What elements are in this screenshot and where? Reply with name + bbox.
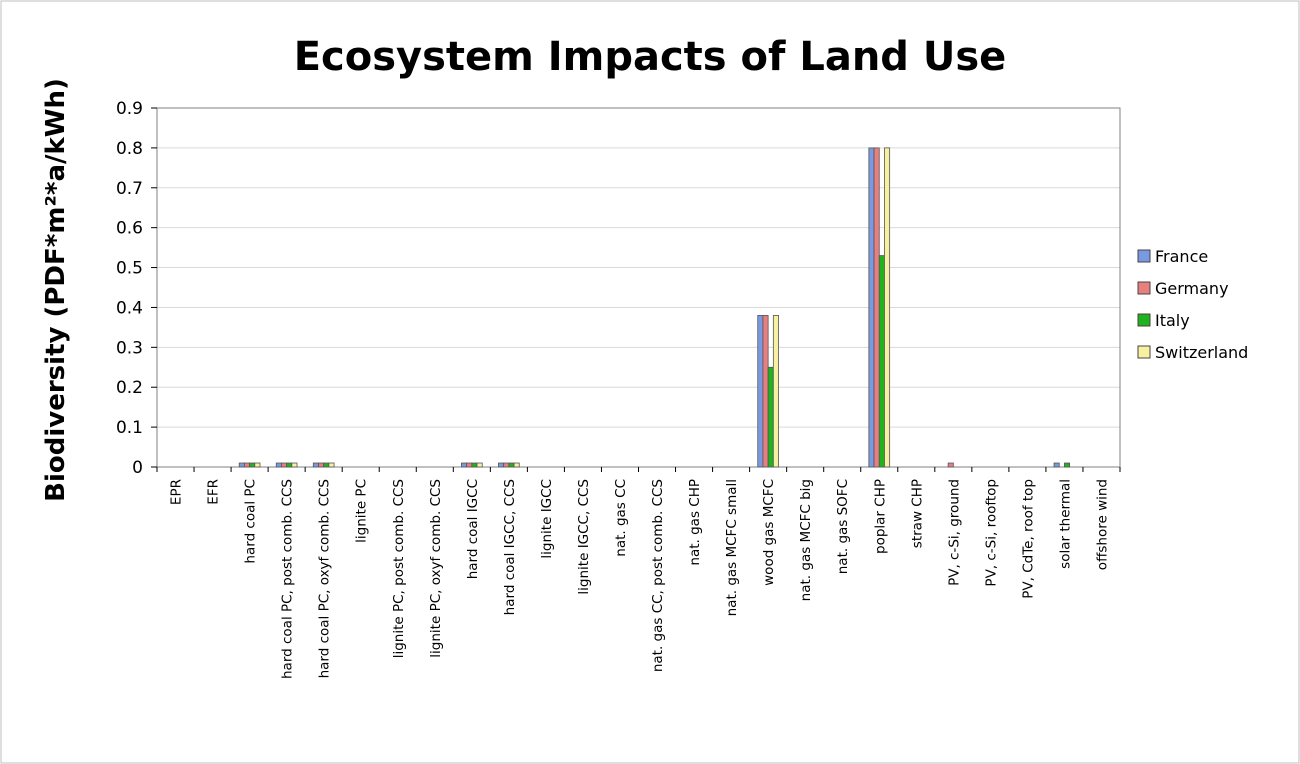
y-tick-label: 0.8 bbox=[116, 139, 143, 159]
bar-france-3 bbox=[275, 462, 282, 468]
legend-label-italy: Italy bbox=[1155, 311, 1190, 330]
bar-france-4 bbox=[312, 462, 319, 468]
bar-germany-19 bbox=[873, 147, 880, 468]
bar-italy-8 bbox=[471, 462, 478, 468]
x-tick-label: PV, c-Si, ground bbox=[946, 479, 962, 586]
x-tick-label: nat. gas CC, post comb. CCS bbox=[650, 479, 666, 672]
y-tick-label: 0.4 bbox=[116, 298, 143, 318]
x-tick-label: solar thermal bbox=[1057, 479, 1073, 569]
bar-switzerland-3 bbox=[291, 462, 298, 468]
x-tick-label: nat. gas MCFC big bbox=[798, 479, 814, 601]
x-tick-label: lignite IGCC, CCS bbox=[576, 479, 592, 595]
x-tick-label: nat. gas MCFC small bbox=[724, 479, 740, 616]
bar-france-19 bbox=[868, 147, 875, 468]
bar-italy-24 bbox=[1064, 462, 1071, 468]
y-tick-label: 0.1 bbox=[116, 418, 143, 438]
y-axis-ticks: 0 0.1 0.2 0.3 0.4 0.5 0.6 0.7 0.8 0.9 bbox=[116, 99, 157, 478]
bar-switzerland-9 bbox=[513, 462, 520, 468]
y-tick-label: 0.2 bbox=[116, 378, 143, 398]
x-tick-label: lignite IGCC bbox=[539, 479, 555, 559]
legend: France Germany Italy Switzerland bbox=[1137, 247, 1248, 362]
x-tick-label: hard coal PC, post comb. CCS bbox=[280, 479, 296, 679]
bar-france-16 bbox=[757, 315, 764, 468]
legend-label-france: France bbox=[1155, 247, 1208, 266]
bar-italy-16 bbox=[767, 366, 774, 468]
bar-germany-9 bbox=[503, 462, 510, 468]
x-tick-label: lignite PC, oxyf comb. CCS bbox=[428, 479, 444, 658]
x-tick-label: wood gas MCFC bbox=[761, 479, 777, 586]
bar-switzerland-16 bbox=[772, 315, 779, 468]
chart-title: Ecosystem Impacts of Land Use bbox=[294, 34, 1007, 80]
x-tick-label: nat. gas SOFC bbox=[835, 479, 851, 574]
x-tick-label: PV, CdTe, roof top bbox=[1020, 479, 1036, 599]
bar-germany-4 bbox=[318, 462, 325, 468]
y-tick-label: 0 bbox=[132, 458, 143, 478]
bar-switzerland-19 bbox=[884, 147, 891, 468]
bar-italy-3 bbox=[286, 462, 293, 468]
x-tick-label: hard coal PC bbox=[243, 479, 259, 564]
y-tick-label: 0.5 bbox=[116, 259, 143, 279]
legend-swatch-switzerland bbox=[1137, 345, 1151, 359]
bars bbox=[238, 147, 1071, 468]
bar-france-2 bbox=[238, 462, 245, 468]
x-axis-ticks: EPR EFR hard coal PC hard coal PC, post com… bbox=[156, 467, 1121, 679]
bar-france-24 bbox=[1053, 462, 1060, 468]
x-tick-label: offshore wind bbox=[1094, 479, 1110, 570]
bar-germany-8 bbox=[466, 462, 473, 468]
legend-swatch-italy bbox=[1137, 313, 1151, 327]
legend-swatch-germany bbox=[1137, 281, 1151, 295]
bar-switzerland-4 bbox=[328, 462, 335, 468]
x-tick-label: poplar CHP bbox=[872, 479, 888, 554]
y-axis-label: Biodiversity (PDF*m²*a/kWh) bbox=[41, 78, 71, 502]
y-tick-label: 0.9 bbox=[116, 99, 143, 119]
x-tick-label: lignite PC, post comb. CCS bbox=[391, 479, 407, 658]
y-tick-label: 0.7 bbox=[116, 179, 143, 199]
x-tick-label: straw CHP bbox=[909, 479, 925, 548]
x-tick-label: nat. gas CHP bbox=[687, 479, 703, 566]
legend-swatch-france bbox=[1137, 249, 1151, 263]
bar-france-8 bbox=[461, 462, 468, 468]
bar-italy-9 bbox=[508, 462, 515, 468]
y-tick-label: 0.3 bbox=[116, 338, 143, 358]
bar-italy-4 bbox=[323, 462, 330, 468]
bar-germany-2 bbox=[243, 462, 250, 468]
x-tick-label: lignite PC bbox=[354, 479, 370, 543]
bar-germany-3 bbox=[281, 462, 288, 468]
legend-label-switzerland: Switzerland bbox=[1155, 343, 1248, 362]
bar-germany-21 bbox=[947, 462, 954, 468]
x-tick-label: hard coal IGCC, CCS bbox=[502, 479, 518, 615]
bar-switzerland-2 bbox=[254, 462, 261, 468]
bar-italy-2 bbox=[249, 462, 256, 468]
x-tick-label: PV, c-Si, rooftop bbox=[983, 479, 999, 587]
bar-italy-19 bbox=[878, 255, 885, 468]
y-tick-label: 0.6 bbox=[116, 219, 143, 239]
legend-label-germany: Germany bbox=[1155, 279, 1229, 298]
bar-germany-16 bbox=[762, 315, 769, 468]
x-tick-label: nat. gas CC bbox=[613, 479, 629, 557]
x-tick-label: EFR bbox=[206, 479, 222, 505]
x-tick-label: hard coal IGCC bbox=[465, 479, 481, 579]
bar-switzerland-8 bbox=[476, 462, 483, 468]
x-tick-label: hard coal PC, oxyf comb. CCS bbox=[317, 479, 333, 678]
x-tick-label: EPR bbox=[169, 479, 185, 505]
bar-france-9 bbox=[498, 462, 505, 468]
